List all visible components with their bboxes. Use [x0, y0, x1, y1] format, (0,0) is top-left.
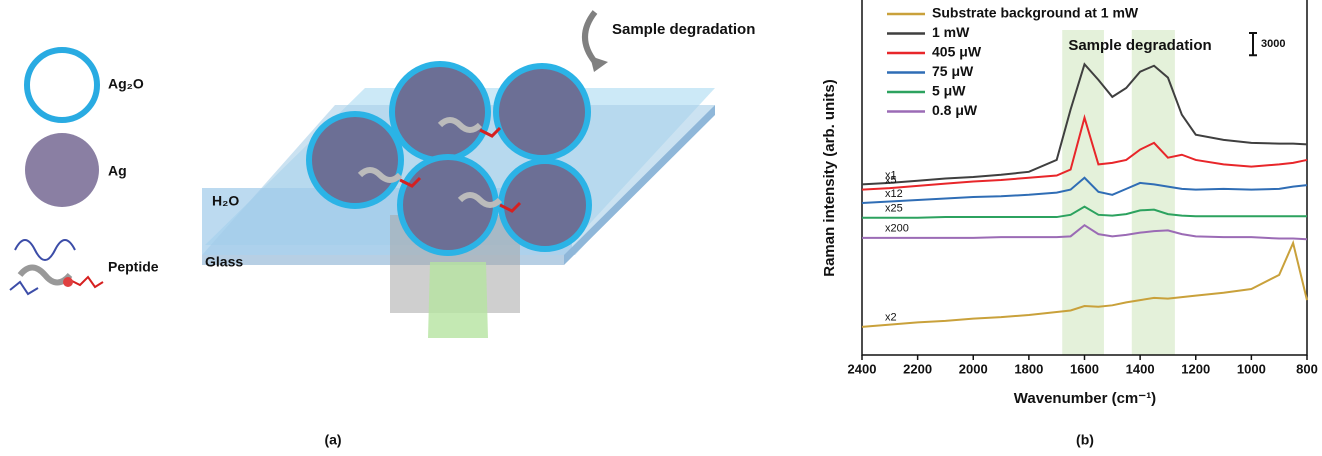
- legend-label: 0.8 μW: [932, 102, 978, 118]
- x-tick-label: 2000: [959, 361, 988, 376]
- multiplier-label: x12: [885, 188, 903, 200]
- legend-label: Ag₂O: [108, 76, 144, 92]
- x-tick-label: 800: [1296, 361, 1318, 376]
- label: H₂O: [212, 193, 239, 209]
- multiplier-label: x200: [885, 223, 909, 235]
- x-tick-label: 1200: [1181, 361, 1210, 376]
- x-tick-label: 1400: [1126, 361, 1155, 376]
- x-tick-label: 2400: [848, 361, 877, 376]
- degradation-arrow: [585, 12, 595, 62]
- multiplier-label: x5: [885, 175, 897, 187]
- caption: (a): [324, 432, 341, 448]
- legend-label: 1 mW: [932, 24, 970, 40]
- legend-label: 405 μW: [932, 44, 982, 60]
- arrow-head: [590, 56, 608, 72]
- legend-label: Substrate background at 1 mW: [932, 5, 1139, 21]
- scale-bar-label: 3000: [1261, 38, 1285, 50]
- multiplier-label: x25: [885, 203, 903, 215]
- ag2o-icon: [27, 50, 97, 120]
- peptide-icon: [10, 240, 103, 294]
- x-tick-label: 1800: [1014, 361, 1043, 376]
- ag-icon: [25, 133, 99, 207]
- annotation: Sample degradation: [612, 21, 755, 38]
- legend-label: Ag: [108, 163, 127, 179]
- x-tick-label: 2200: [903, 361, 932, 376]
- legend-label: 75 μW: [932, 63, 974, 79]
- caption: (b): [1076, 432, 1094, 448]
- x-axis-label: Wavenumber (cm⁻¹): [1014, 390, 1156, 407]
- figure: Ag₂O Ag Peptide Sample degradation H₂O G…: [0, 0, 1322, 456]
- x-tick-label: 1000: [1237, 361, 1266, 376]
- y-axis-label: Raman intensity (arb. units): [821, 79, 838, 277]
- label: Glass: [205, 254, 243, 270]
- annotation: Sample degradation: [1068, 37, 1211, 54]
- x-tick-label: 1600: [1070, 361, 1099, 376]
- multiplier-label: x2: [885, 312, 897, 324]
- legend-label: 5 μW: [932, 83, 966, 99]
- laser-beam: [428, 262, 488, 338]
- legend-label: Peptide: [108, 259, 159, 275]
